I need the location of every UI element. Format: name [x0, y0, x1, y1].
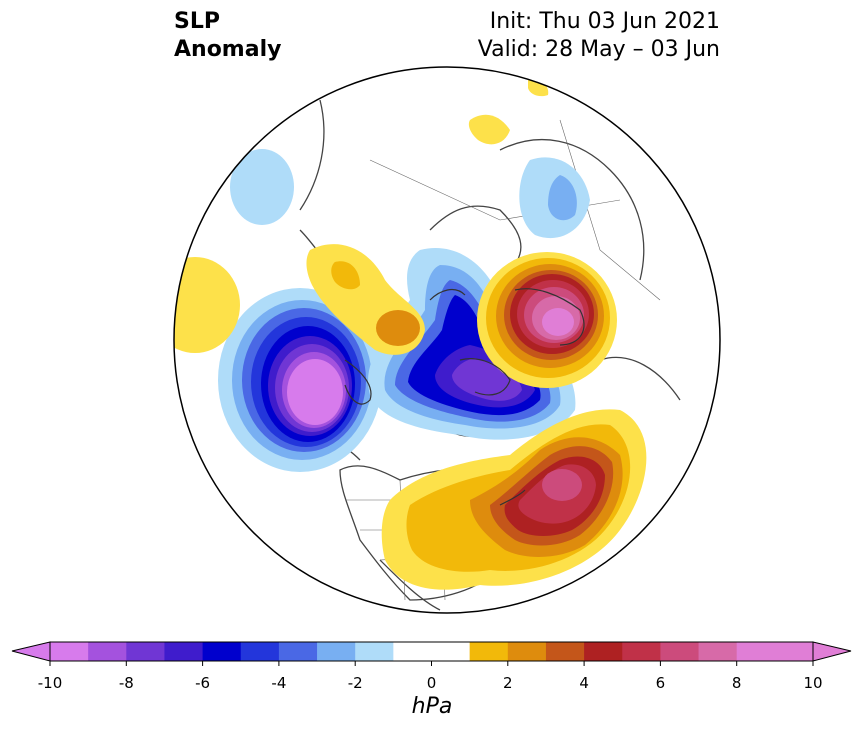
- arctic-low: [368, 248, 576, 440]
- plot-title: SLP Anomaly: [174, 8, 281, 64]
- colorbar-tick-label: 2: [503, 674, 513, 692]
- colorbar-extend-low: [11, 641, 51, 662]
- colorbar-cell: [660, 642, 700, 661]
- colorbar-cell: [431, 642, 471, 661]
- colorbar: [11, 641, 852, 666]
- colorbar-tick-label: -8: [118, 674, 134, 692]
- colorbar-tick-label: -6: [195, 674, 211, 692]
- colorbar-cell: [50, 642, 89, 661]
- colorbar-tick-label: 8: [731, 674, 742, 692]
- colorbar-cell: [317, 642, 356, 661]
- colorbar-cell: [698, 642, 738, 661]
- colorbar-tick-label: 4: [579, 674, 589, 692]
- bering-low: [218, 288, 382, 472]
- scandinavia-high: [477, 252, 617, 388]
- atlantic-high: [381, 409, 647, 590]
- misc-lows: [230, 149, 590, 239]
- colorbar-cell: [507, 642, 547, 661]
- polar-map: [173, 66, 721, 614]
- colorbar-cell: [774, 642, 814, 661]
- colorbar-extend-high: [812, 641, 852, 662]
- title-line-1: SLP: [174, 9, 220, 34]
- valid-period: Valid: 28 May – 03 Jun: [477, 37, 720, 62]
- colorbar-cell: [88, 642, 127, 661]
- colorbar-cell: [278, 642, 318, 661]
- colorbar-cell: [202, 642, 242, 661]
- colorbar-tick-label: 0: [426, 674, 437, 692]
- colorbar-cell: [584, 642, 623, 661]
- colorbar-units: hPa: [411, 694, 453, 719]
- colorbar-tick-label: -10: [37, 674, 63, 692]
- title-line-2: Anomaly: [174, 37, 282, 62]
- init-date: Init: Thu 03 Jun 2021: [489, 9, 720, 34]
- coast-overlay: [344, 288, 585, 506]
- colorbar-tick-label: -2: [347, 674, 363, 692]
- date-info: Init: Thu 03 Jun 2021 Valid: 28 May – 03…: [478, 8, 720, 64]
- colorbar-cell: [126, 642, 165, 661]
- colorbar-cells: [50, 642, 814, 661]
- colorbar-cell: [393, 642, 432, 661]
- colorbar-cell: [355, 642, 394, 661]
- colorbar-cell: [545, 642, 585, 661]
- misc-highs: [174, 79, 549, 355]
- colorbar-tick-label: 10: [803, 674, 823, 692]
- map-boundary: [173, 66, 721, 614]
- colorbar-cell: [736, 642, 776, 661]
- colorbar-cell: [622, 642, 661, 661]
- colorbar-tick-label: -4: [271, 674, 287, 692]
- colorbar-cell: [240, 642, 280, 661]
- colorbar-cell: [164, 642, 204, 661]
- colorbar-cell: [469, 642, 509, 661]
- colorbar-tick-label: 6: [655, 674, 666, 692]
